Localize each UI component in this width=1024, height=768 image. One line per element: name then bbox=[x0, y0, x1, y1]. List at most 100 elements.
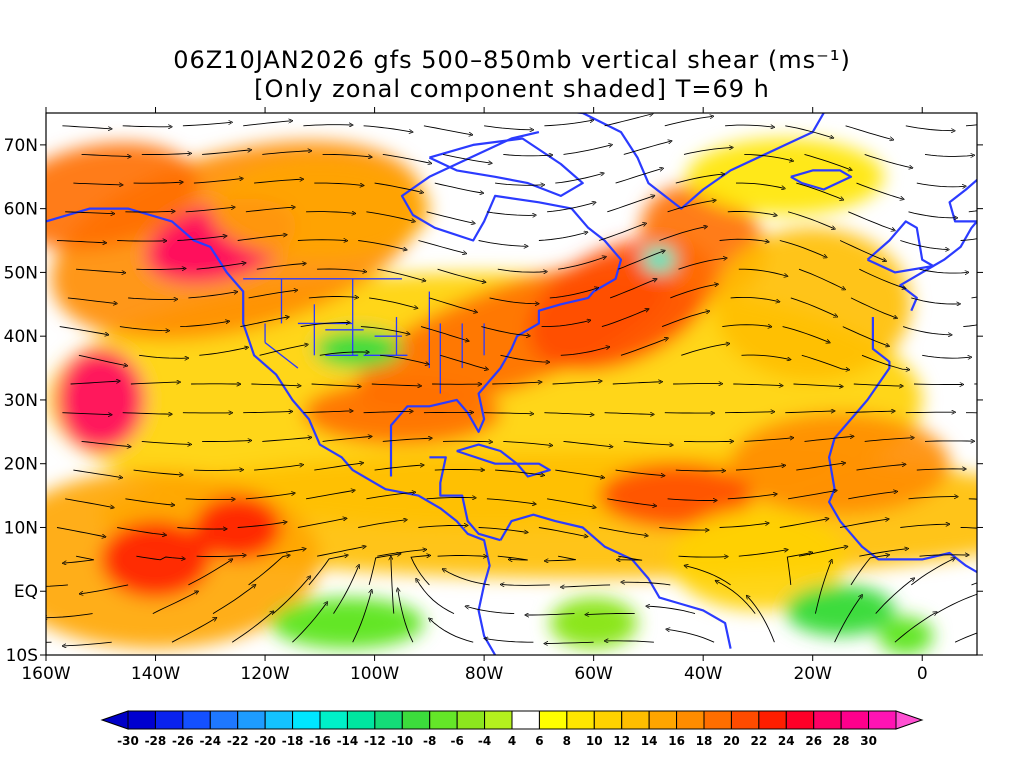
streamline bbox=[985, 441, 1024, 445]
streamline bbox=[686, 566, 731, 586]
colorbar-label: -8 bbox=[423, 734, 436, 748]
streamline bbox=[193, 470, 242, 471]
streamline bbox=[618, 555, 643, 560]
negative-shear-region bbox=[642, 246, 676, 273]
shear-region bbox=[686, 138, 884, 216]
streamline bbox=[495, 183, 543, 185]
colorbar-swatch bbox=[182, 710, 211, 730]
colorbar-label: 6 bbox=[535, 734, 543, 748]
streamline bbox=[620, 339, 667, 356]
streamline bbox=[563, 440, 612, 446]
coastline bbox=[456, 443, 519, 465]
streamline bbox=[725, 412, 773, 413]
streamline bbox=[46, 584, 68, 587]
colorbar-label: -26 bbox=[172, 734, 194, 748]
streamline bbox=[240, 317, 288, 328]
streamline bbox=[481, 326, 529, 336]
streamline bbox=[538, 527, 587, 537]
negative-shear-region bbox=[270, 597, 424, 649]
streamline bbox=[382, 438, 431, 442]
streamline bbox=[738, 268, 787, 276]
streamline bbox=[426, 211, 474, 223]
streamline bbox=[788, 491, 836, 500]
colorbar-swatch bbox=[346, 710, 376, 730]
streamline bbox=[801, 354, 848, 369]
streamline bbox=[785, 411, 833, 413]
streamline bbox=[980, 254, 1024, 269]
streamline bbox=[248, 555, 289, 586]
streamline bbox=[971, 296, 977, 299]
streamline bbox=[76, 268, 124, 273]
colorbar-swatch bbox=[154, 710, 184, 730]
streamline bbox=[842, 326, 888, 346]
streamline bbox=[254, 465, 302, 471]
streamline bbox=[133, 469, 182, 475]
streamline bbox=[845, 411, 894, 413]
colorbar-swatch bbox=[127, 710, 156, 730]
streamline bbox=[434, 470, 483, 471]
streamline bbox=[983, 341, 1024, 355]
streamline bbox=[908, 497, 957, 500]
colorbar-swatch bbox=[511, 710, 540, 730]
streamline bbox=[736, 182, 784, 188]
streamline bbox=[544, 120, 592, 127]
streamline bbox=[503, 154, 551, 155]
lat-tick-label: 60N bbox=[4, 200, 38, 220]
streamline bbox=[314, 463, 362, 471]
streamline bbox=[856, 182, 903, 199]
streamline bbox=[667, 499, 716, 501]
streamline bbox=[911, 559, 954, 586]
streamline bbox=[202, 150, 250, 155]
colorbar-swatch bbox=[264, 710, 294, 730]
map-axes: 160W 140W 120W 100W 80W 60W 40W 20W 0 70N 60N 50N 40… bbox=[4, 107, 983, 684]
colorbar-label: -4 bbox=[478, 734, 491, 748]
shear-region bbox=[193, 495, 282, 560]
streamline bbox=[667, 200, 715, 213]
streamline bbox=[798, 547, 847, 557]
colorbar-swatch bbox=[676, 710, 705, 730]
streamline bbox=[237, 235, 286, 241]
map-frame bbox=[45, 112, 978, 656]
streamline bbox=[782, 326, 829, 343]
streamline bbox=[368, 554, 399, 586]
streamline bbox=[864, 438, 913, 442]
streamline bbox=[272, 577, 309, 614]
streamline bbox=[902, 326, 951, 335]
streamline bbox=[719, 523, 768, 528]
streamline bbox=[916, 182, 965, 187]
lat-tick-label: 10S bbox=[6, 646, 38, 666]
streamline bbox=[735, 466, 784, 471]
colorbar-swatch bbox=[209, 710, 239, 730]
streamline bbox=[64, 555, 94, 563]
streamline bbox=[500, 354, 549, 362]
coastline bbox=[899, 220, 977, 312]
streamline bbox=[308, 555, 347, 586]
streamline bbox=[67, 297, 116, 304]
streamline bbox=[251, 384, 299, 386]
streamline bbox=[130, 382, 179, 385]
streamline bbox=[727, 210, 776, 215]
colorbar-swatch bbox=[538, 710, 568, 730]
streamline bbox=[73, 469, 121, 477]
colorbar-low-arrow bbox=[100, 710, 129, 730]
streamline bbox=[864, 153, 912, 167]
negative-shear-region bbox=[785, 584, 895, 636]
lon-tick-label: 60W bbox=[574, 664, 613, 684]
streamline bbox=[366, 211, 414, 222]
streamline bbox=[196, 555, 245, 556]
colorbar-label: 16 bbox=[668, 734, 685, 748]
colorbar-label: -12 bbox=[364, 734, 386, 748]
colorbar-swatch bbox=[593, 710, 623, 730]
colorbar-swatch bbox=[730, 710, 760, 730]
coastline bbox=[429, 456, 501, 542]
streamline bbox=[410, 556, 429, 586]
streamline bbox=[924, 441, 973, 442]
streamline bbox=[377, 268, 424, 281]
streamline bbox=[526, 614, 575, 615]
streamline bbox=[974, 383, 977, 385]
streamline bbox=[437, 268, 485, 282]
streamline bbox=[185, 499, 234, 500]
streamline bbox=[546, 555, 576, 561]
lon-tick-label: 40W bbox=[684, 664, 723, 684]
streamline bbox=[963, 324, 977, 328]
